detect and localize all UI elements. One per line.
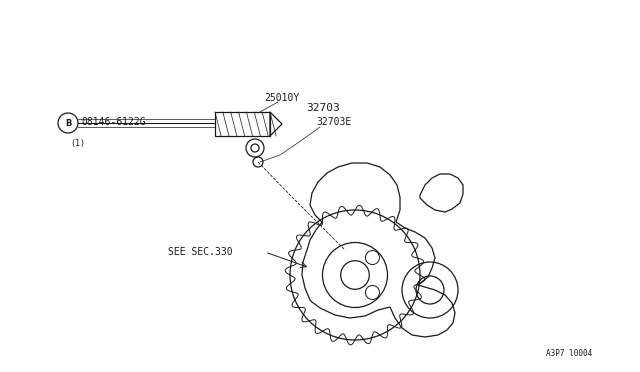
Bar [215, 112, 270, 136]
Text: 25010Y: 25010Y [264, 93, 300, 103]
Text: B: B [65, 119, 71, 128]
Text: 32703E: 32703E [316, 117, 351, 127]
Text: SEE SEC.330: SEE SEC.330 [168, 247, 232, 257]
Text: 08146-6122G: 08146-6122G [81, 117, 146, 127]
Text: A3P7 l0004: A3P7 l0004 [546, 349, 592, 358]
Text: 32703: 32703 [306, 103, 340, 113]
Text: (1): (1) [70, 139, 85, 148]
